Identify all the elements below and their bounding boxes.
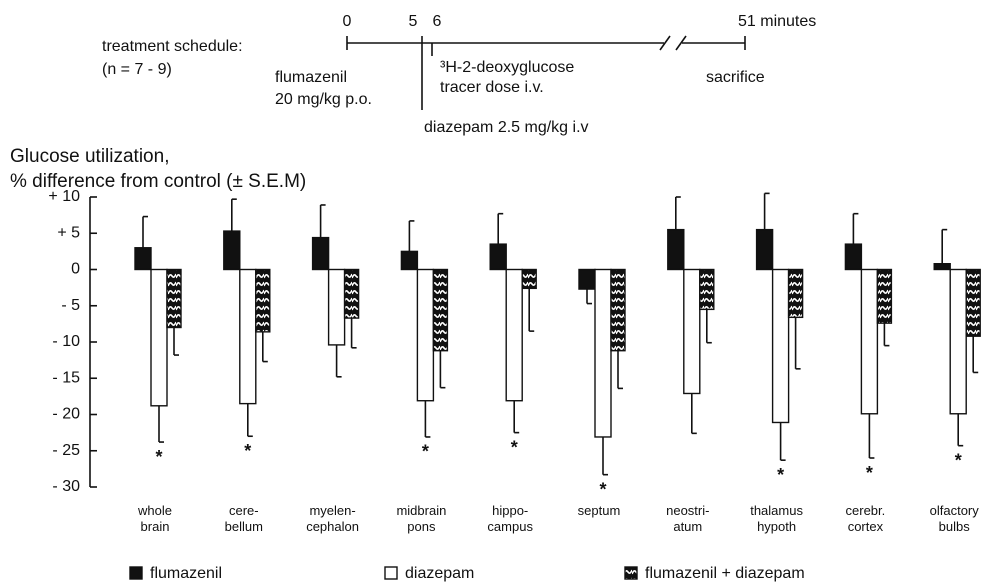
bar <box>416 268 435 402</box>
bar <box>594 268 612 438</box>
bar <box>327 268 346 346</box>
significance-mark: * <box>955 450 962 470</box>
schedule: treatment schedule: (n = 7 - 9) 0 5 6 51… <box>102 13 816 136</box>
bar <box>933 263 951 271</box>
timeline-label: 0 <box>343 13 352 30</box>
legend-label: diazepam <box>405 565 474 582</box>
timeline-label: 6 <box>433 13 442 30</box>
bar <box>134 247 152 271</box>
timeline-label: 51 minutes <box>738 13 816 30</box>
legend-swatch <box>624 566 638 580</box>
bar <box>755 228 774 271</box>
x-tick-label: septum <box>578 503 621 518</box>
x-tick-label: thalamus hypoth <box>750 503 803 534</box>
bar <box>860 268 879 415</box>
x-tick-label: hippo-campus <box>487 503 533 534</box>
significance-mark: * <box>155 447 162 467</box>
significance-mark: * <box>511 437 518 457</box>
bar <box>432 268 449 352</box>
bar <box>505 268 523 402</box>
x-tick-label: olfactory bulbs <box>930 503 980 534</box>
y-tick-label: - 20 <box>52 406 80 423</box>
bar <box>965 268 981 337</box>
significance-mark: * <box>244 441 251 461</box>
flumazenil-dose: flumazenil <box>275 69 347 86</box>
legend-swatch <box>129 566 143 580</box>
bar <box>150 268 168 407</box>
bar <box>683 268 701 395</box>
timeline-break <box>675 35 687 51</box>
bar <box>400 250 419 271</box>
bar <box>239 268 257 405</box>
tracer-dose: ³H-2-deoxyglucose <box>440 59 574 76</box>
significance-mark: * <box>422 442 429 462</box>
significance-mark: * <box>866 463 873 483</box>
bar <box>578 268 596 290</box>
y-axis-label: % difference from control (± S.E.M) <box>10 171 306 192</box>
y-tick-label: + 5 <box>57 224 80 241</box>
bar <box>166 268 182 329</box>
y-axis-label: Glucose utilization, <box>10 146 169 167</box>
y-tick-label: - 5 <box>61 297 80 314</box>
significance-mark: * <box>777 465 784 485</box>
bar <box>771 268 790 424</box>
x-tick-label: neostri-atum <box>666 503 709 534</box>
y-tick-label: 0 <box>71 261 80 278</box>
timeline-label: 5 <box>409 13 418 30</box>
x-tick-label: myelen-cephalon <box>306 503 359 534</box>
bar <box>667 228 685 271</box>
bar <box>489 243 507 271</box>
y-tick-label: - 25 <box>52 442 80 459</box>
diazepam-dose: diazepam 2.5 mg/kg i.v <box>424 119 589 136</box>
timeline-break <box>659 35 671 51</box>
y-tick-label: - 10 <box>52 333 80 350</box>
x-tick-label: cerebr. cortex <box>846 503 886 534</box>
schedule-title: treatment schedule: <box>102 38 243 55</box>
bar <box>787 268 804 319</box>
bar <box>844 243 863 271</box>
legend-swatch <box>384 566 398 580</box>
bar <box>610 268 626 352</box>
legend-label: flumazenil + diazepam <box>645 565 805 582</box>
flumazenil-dose: 20 mg/kg p.o. <box>275 91 372 108</box>
bar <box>223 230 241 271</box>
legend-label: flumazenil <box>150 565 222 582</box>
y-tick-label: - 30 <box>52 478 80 495</box>
bar <box>876 268 893 324</box>
bar <box>521 268 537 290</box>
bar <box>699 268 715 311</box>
bar <box>311 236 330 271</box>
y-tick-label: - 15 <box>52 369 80 386</box>
bar <box>255 268 271 333</box>
x-tick-label: midbrain pons <box>396 503 446 534</box>
y-tick-label: + 10 <box>48 188 80 205</box>
bar <box>949 268 967 415</box>
sacrifice: sacrifice <box>706 69 765 86</box>
tracer-dose: tracer dose i.v. <box>440 79 544 96</box>
x-tick-label: cere-bellum <box>225 503 263 534</box>
significance-mark: * <box>599 479 606 499</box>
schedule-n: (n = 7 - 9) <box>102 61 172 78</box>
bar <box>343 268 360 319</box>
x-tick-label: whole brain <box>137 503 172 534</box>
